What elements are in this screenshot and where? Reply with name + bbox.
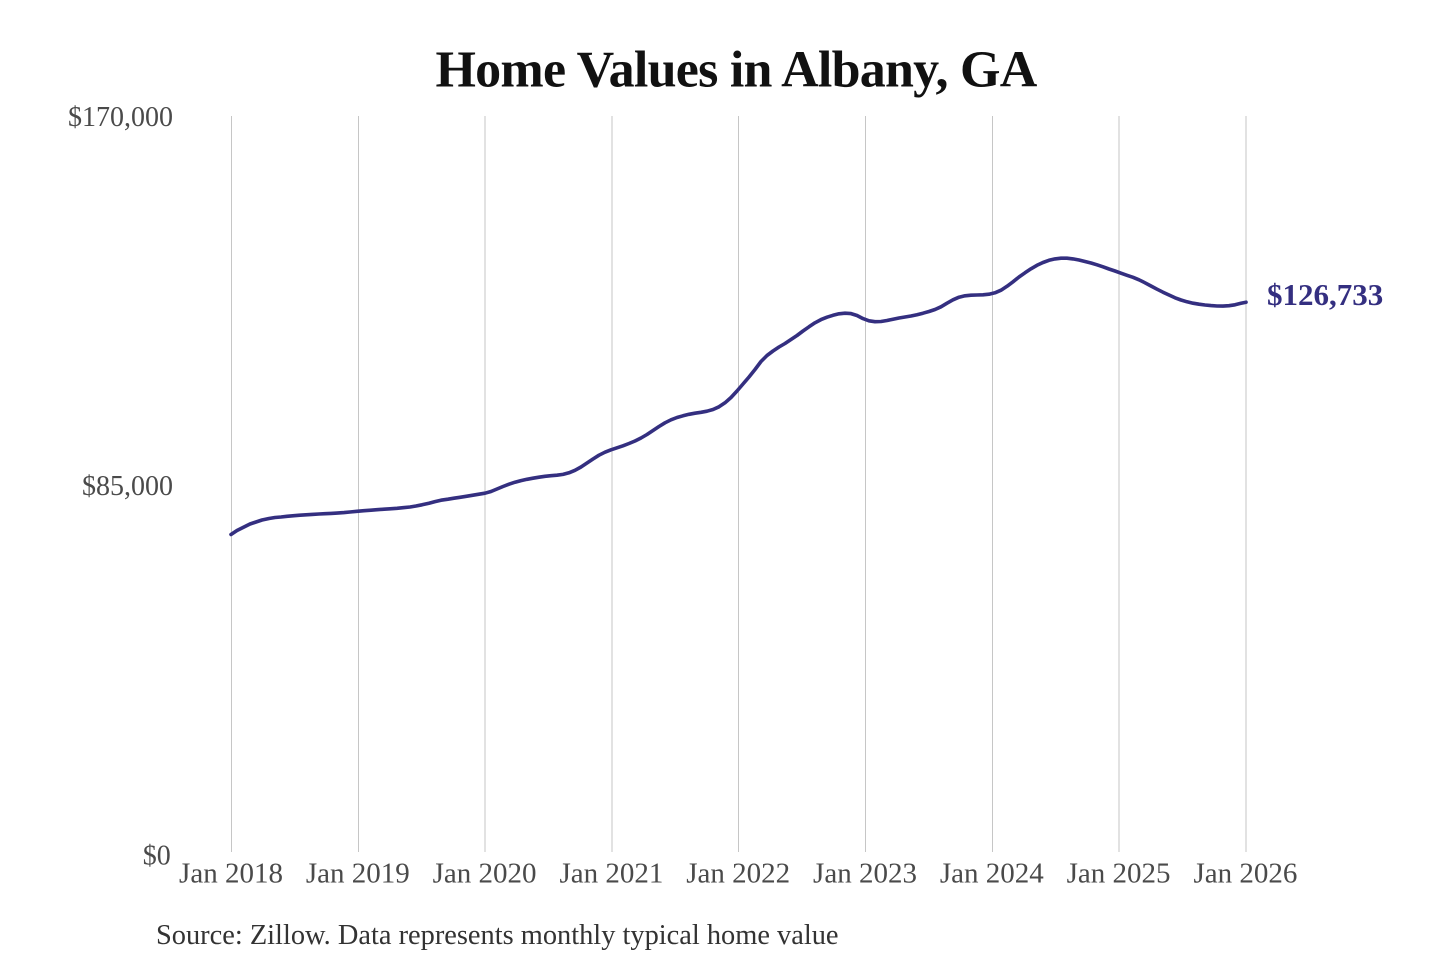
svg-text:Jan 2024: Jan 2024 bbox=[940, 858, 1044, 890]
svg-text:Jan 2020: Jan 2020 bbox=[433, 858, 537, 890]
svg-text:Jan 2022: Jan 2022 bbox=[686, 858, 790, 890]
svg-text:Jan 2025: Jan 2025 bbox=[1067, 858, 1171, 890]
svg-text:Jan 2026: Jan 2026 bbox=[1193, 858, 1297, 890]
svg-text:$170,000: $170,000 bbox=[68, 102, 173, 133]
svg-text:$85,000: $85,000 bbox=[82, 471, 173, 502]
svg-text:Jan 2021: Jan 2021 bbox=[559, 858, 663, 890]
svg-text:$126,733: $126,733 bbox=[1267, 277, 1383, 312]
svg-text:Source: Zillow. Data represent: Source: Zillow. Data represents monthly … bbox=[156, 920, 839, 951]
svg-text:$0: $0 bbox=[143, 841, 171, 872]
svg-text:Home Values in Albany, GA: Home Values in Albany, GA bbox=[435, 42, 1037, 99]
svg-text:Jan 2023: Jan 2023 bbox=[813, 858, 917, 890]
svg-text:Jan 2018: Jan 2018 bbox=[179, 858, 283, 890]
svg-text:Jan 2019: Jan 2019 bbox=[306, 858, 410, 890]
